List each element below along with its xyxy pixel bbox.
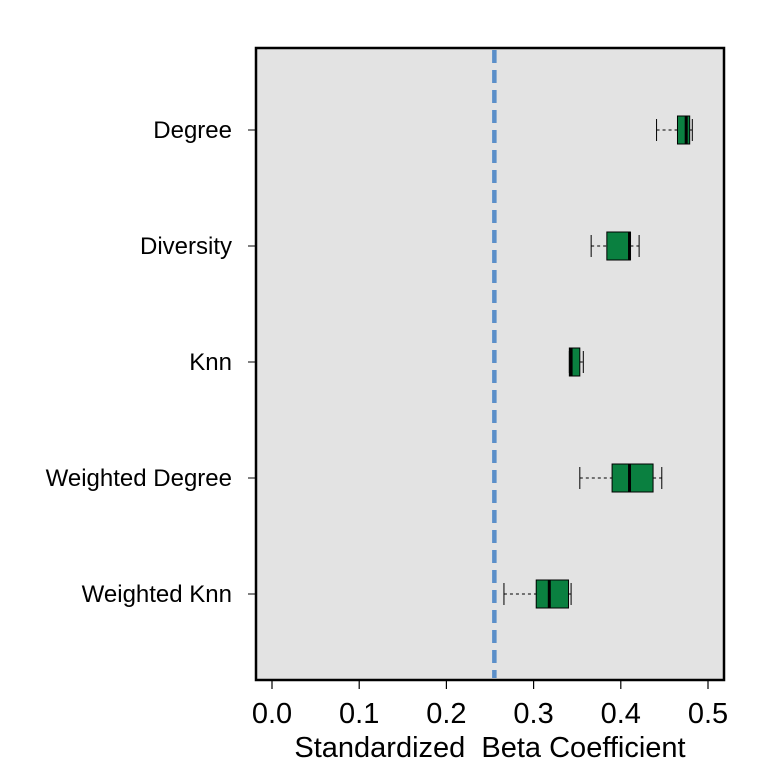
box-weighted-degree [579,463,663,493]
y-tick-label: Knn [189,349,232,376]
iqr-box [568,347,581,377]
x-tick-label: 0.5 [688,698,728,730]
x-axis-title: Standardized Beta Coefficient [294,732,685,764]
x-tick-label: 0.4 [601,698,641,730]
y-tick-label: Degree [153,117,232,144]
plot-panel [254,46,726,682]
box-weighted-knn [503,579,572,609]
iqr-box [611,463,654,493]
x-tick-label: 0.0 [252,698,292,730]
iqr-box [535,579,569,609]
iqr-box [676,115,691,145]
box-knn [568,347,584,377]
x-tick-label: 0.1 [339,698,379,730]
iqr-box [606,231,631,261]
x-tick-label: 0.2 [426,698,466,730]
y-tick-label: Diversity [140,233,232,260]
x-tick-label: 0.3 [513,698,553,730]
y-tick-label: Weighted Degree [46,465,232,492]
box-degree [656,115,693,145]
box-diversity [590,231,640,261]
y-tick-label: Weighted Knn [82,581,232,608]
